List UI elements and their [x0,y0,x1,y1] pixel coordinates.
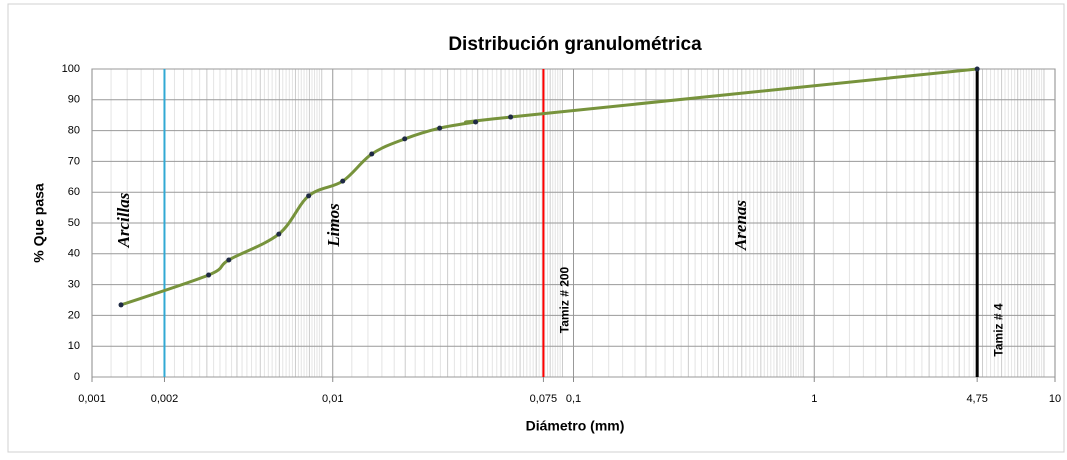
data-point [226,257,232,263]
y-tick-label: 50 [68,217,80,229]
y-tick-label: 60 [68,186,80,198]
reference-label: Tamiz # 4 [991,303,1005,356]
annotation: Arenas [731,200,750,251]
x-tick-label: 10 [1049,393,1061,405]
data-point [402,136,408,142]
y-tick-label: 100 [62,63,80,75]
y-tick-label: 0 [74,371,80,383]
annotation: Arcillas [114,192,133,248]
data-point [473,119,479,125]
x-tick-label: 0,01 [322,393,343,405]
y-axis-title: % Que pasa [31,183,47,263]
y-tick-label: 70 [68,155,80,167]
x-axis-title: Diámetro (mm) [526,418,625,434]
x-tick-label: 4,75 [966,393,987,405]
x-tick-label: 0,002 [151,393,179,405]
y-tick-label: 40 [68,248,80,260]
data-point [974,66,980,72]
data-point [340,178,346,184]
data-point [508,114,514,120]
data-point [118,302,124,308]
x-tick-label: 1 [811,393,817,405]
chart-title: Distribución granulométrica [448,34,702,55]
data-point [206,272,212,278]
x-tick-label: 0,001 [78,393,106,405]
data-point [369,151,375,157]
y-tick-label: 10 [68,340,80,352]
data-point [306,193,312,199]
data-point [276,231,282,237]
x-tick-label: 0,075 [530,393,558,405]
data-point [437,125,443,131]
annotation: Limos [324,203,343,248]
y-tick-label: 30 [68,279,80,291]
x-tick-label: 0,1 [566,393,581,405]
y-tick-label: 80 [68,125,80,137]
y-tick-label: 90 [68,94,80,106]
y-tick-label: 20 [68,309,80,321]
reference-label: Tamiz # 200 [558,266,572,333]
